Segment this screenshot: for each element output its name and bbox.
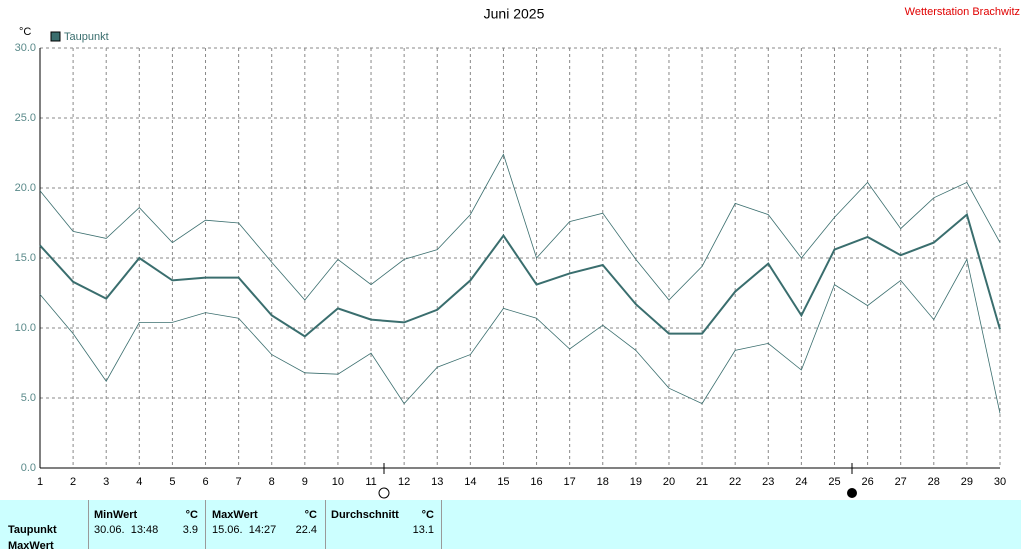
- y-tick-label: 5.0: [21, 392, 36, 404]
- x-tick-label: 4: [136, 476, 142, 488]
- table-cell: 30.06. 13:48: [94, 524, 159, 536]
- x-tick-label: 24: [795, 476, 807, 488]
- column-divider: [325, 500, 326, 549]
- x-tick-label: 3: [103, 476, 109, 488]
- column-divider: [441, 500, 442, 549]
- station-label: Wetterstation Brachwitz: [905, 6, 1020, 18]
- y-tick-label: 20.0: [15, 182, 36, 194]
- x-tick-label: 15: [497, 476, 509, 488]
- x-tick-label: 2: [70, 476, 76, 488]
- new-moon: [847, 488, 857, 498]
- column-divider: [205, 500, 206, 549]
- table-cell: °C: [185, 509, 198, 521]
- table-cell: °C: [421, 509, 434, 521]
- x-tick-label: 23: [762, 476, 774, 488]
- x-tick-label: 7: [236, 476, 242, 488]
- table-cell: 15.06. 14:27: [212, 524, 277, 536]
- chart: Juni 2025 Wetterstation Brachwitz °C 0.0…: [15, 6, 1020, 499]
- table-cell: 3.9: [182, 524, 198, 536]
- x-tick-label: 13: [431, 476, 443, 488]
- x-tick-label: 5: [169, 476, 175, 488]
- table-cell: °C: [304, 509, 317, 521]
- full-moon: [378, 487, 390, 499]
- table-cell: Taupunkt: [8, 524, 57, 536]
- y-unit: °C: [19, 26, 31, 38]
- table-cell: 22.4: [295, 524, 317, 536]
- table-cell: Durchschnitt: [331, 509, 399, 521]
- table-cell: MaxWert: [8, 540, 54, 549]
- x-tick-label: 28: [928, 476, 940, 488]
- y-tick-label: 15.0: [15, 252, 36, 264]
- x-tick-label: 14: [464, 476, 476, 488]
- table-cell: MinWert: [94, 509, 138, 521]
- x-tick-label: 19: [630, 476, 642, 488]
- x-tick-label: 18: [597, 476, 609, 488]
- y-tick-label: 10.0: [15, 322, 36, 334]
- legend-swatch: [50, 31, 61, 42]
- chart-title: Juni 2025: [484, 6, 545, 22]
- table-cell: MaxWert: [212, 509, 258, 521]
- series-line: [39, 153, 1001, 301]
- table-cell: 13.1: [412, 524, 434, 536]
- series-line: [39, 212, 1001, 338]
- x-tick-label: 11: [365, 476, 376, 488]
- x-tick-label: 1: [37, 476, 43, 488]
- series-line: [39, 258, 1001, 414]
- y-tick-label: 0.0: [21, 462, 36, 474]
- x-tick-label: 26: [861, 476, 873, 488]
- x-tick-label: 17: [564, 476, 576, 488]
- x-tick-label: 30: [994, 476, 1006, 488]
- x-tick-label: 8: [269, 476, 275, 488]
- stats-table: MinWert °C MaxWert °C Durchschnitt °C Taupunkt…: [0, 500, 1021, 549]
- x-tick-label: 25: [828, 476, 840, 488]
- x-tick-label: 16: [530, 476, 542, 488]
- column-divider: [88, 500, 89, 549]
- x-tick-label: 6: [202, 476, 208, 488]
- x-tick-label: 27: [895, 476, 907, 488]
- x-tick-label: 9: [302, 476, 308, 488]
- y-tick-label: 25.0: [15, 112, 36, 124]
- x-tick-label: 10: [332, 476, 344, 488]
- legend-label: Taupunkt: [64, 31, 109, 43]
- x-tick-label: 22: [729, 476, 741, 488]
- x-tick-label: 20: [663, 476, 675, 488]
- y-tick-label: 30.0: [15, 42, 36, 54]
- x-tick-label: 29: [961, 476, 973, 488]
- x-tick-label: 12: [398, 476, 410, 488]
- x-tick-label: 21: [696, 476, 708, 488]
